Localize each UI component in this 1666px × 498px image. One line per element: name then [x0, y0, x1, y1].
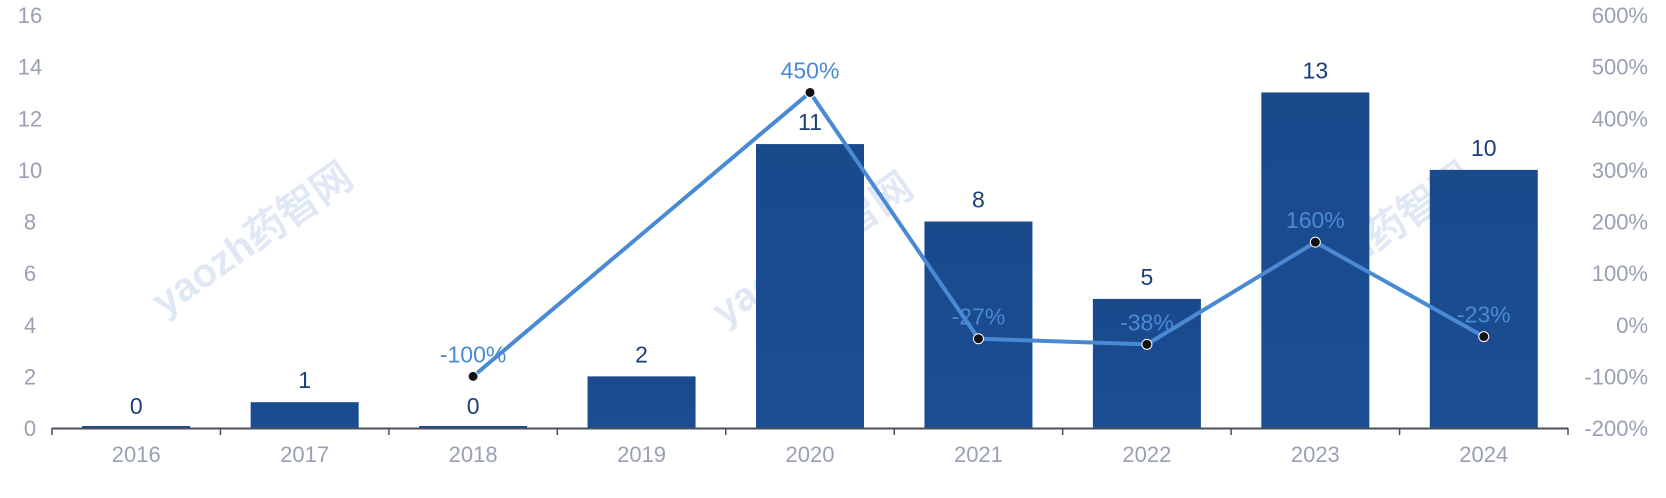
bar-series [82, 92, 1538, 428]
y-left-tick-label: 16 [18, 3, 42, 28]
bar-2018 [419, 426, 528, 428]
y-left-tick-label: 8 [24, 210, 36, 235]
bar-2021 [924, 221, 1033, 428]
x-tick-label: 2017 [280, 442, 329, 467]
bar-value-label: 13 [1303, 57, 1329, 83]
y-right-tick-label: 500% [1592, 55, 1648, 80]
line-value-label: 160% [1286, 207, 1345, 233]
y-left-tick-label: 14 [18, 55, 42, 80]
y-left-tick-label: 2 [24, 364, 36, 389]
line-point-2024 [1478, 331, 1490, 343]
bar-2023 [1261, 92, 1370, 428]
bar-value-label: 0 [467, 393, 480, 419]
watermark-text: yaozh药智网 [144, 154, 360, 324]
line-value-label: -23% [1457, 302, 1511, 328]
y-left-tick-label: 6 [24, 261, 36, 286]
bar-value-label: 1 [298, 367, 311, 393]
line-value-label: -27% [952, 304, 1006, 330]
x-tick-label: 2021 [954, 442, 1003, 467]
y-left-tick-label: 0 [24, 416, 36, 441]
x-tick-label: 2022 [1122, 442, 1171, 467]
bar-value-label: 5 [1140, 264, 1153, 290]
bar-2017 [250, 402, 359, 428]
y-right-tick-label: 0% [1616, 313, 1648, 338]
growth-line [471, 90, 1485, 378]
y-right-tick-label: 100% [1592, 261, 1648, 286]
x-tick-label: 2018 [449, 442, 498, 467]
x-tick-label: 2024 [1459, 442, 1508, 467]
x-tick-label: 2019 [617, 442, 666, 467]
bar-value-label: 0 [130, 393, 143, 419]
y-left-tick-label: 10 [18, 158, 42, 183]
line-point-2020 [804, 86, 816, 98]
bar-2016 [82, 426, 191, 428]
bar-value-label: 11 [798, 109, 822, 135]
y-right-tick-label: 200% [1592, 210, 1648, 235]
axes: 2016 2017 2018 2019 2020 2021 2022 2023 20240246… [18, 3, 1648, 467]
bar-value-label: 2 [635, 341, 648, 367]
line-value-label: 450% [781, 57, 840, 83]
bar-2020 [756, 144, 864, 428]
x-tick-label: 2020 [786, 442, 835, 467]
bar-value-label: 10 [1471, 135, 1497, 161]
y-left-tick-label: 12 [18, 106, 42, 131]
y-right-tick-label: 600% [1592, 3, 1648, 28]
line-value-label: -38% [1120, 309, 1174, 335]
line-point-2022 [1141, 338, 1153, 350]
y-right-tick-label: -100% [1584, 364, 1648, 389]
x-tick-label: 2016 [112, 442, 161, 467]
growth-line-series [467, 86, 1490, 382]
y-left-tick-label: 4 [24, 313, 36, 338]
bar-2024 [1429, 169, 1538, 428]
bar-2019 [587, 376, 696, 428]
line-point-2018 [467, 370, 479, 382]
bar-value-label: 8 [972, 187, 985, 213]
x-tick-label: 2023 [1291, 442, 1340, 467]
y-right-tick-label: 300% [1592, 158, 1648, 183]
line-value-label: -100% [440, 341, 506, 367]
y-right-tick-label: 400% [1592, 106, 1648, 131]
y-right-tick-label: -200% [1584, 416, 1648, 441]
line-point-2021 [972, 333, 984, 345]
line-point-2023 [1309, 236, 1321, 248]
